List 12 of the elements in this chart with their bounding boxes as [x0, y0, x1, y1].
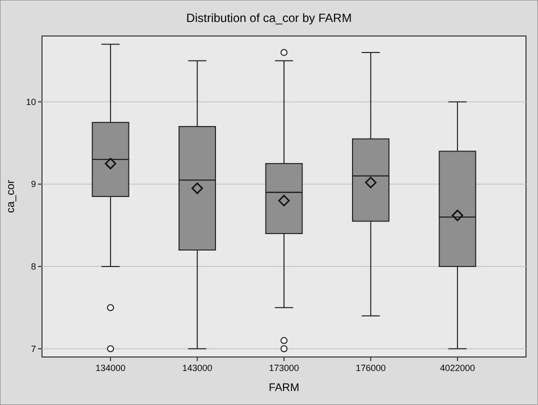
y-tick-label: 7 — [30, 344, 36, 354]
x-tick-label: 134000 — [96, 363, 126, 373]
y-axis-title: ca_cor — [5, 180, 17, 214]
y-tick-label: 10 — [26, 96, 36, 107]
x-tick-label: 143000 — [182, 363, 212, 373]
x-axis-title: FARM — [268, 382, 300, 394]
y-tick-label: 8 — [30, 261, 36, 272]
y-tick-label: 9 — [30, 179, 36, 190]
chart-title: Distribution of ca_cor by FARM — [186, 11, 352, 25]
x-tick-label: 176000 — [356, 363, 386, 373]
x-tick-label: 173000 — [268, 363, 300, 373]
x-tick-label: 4022000 — [440, 363, 475, 373]
